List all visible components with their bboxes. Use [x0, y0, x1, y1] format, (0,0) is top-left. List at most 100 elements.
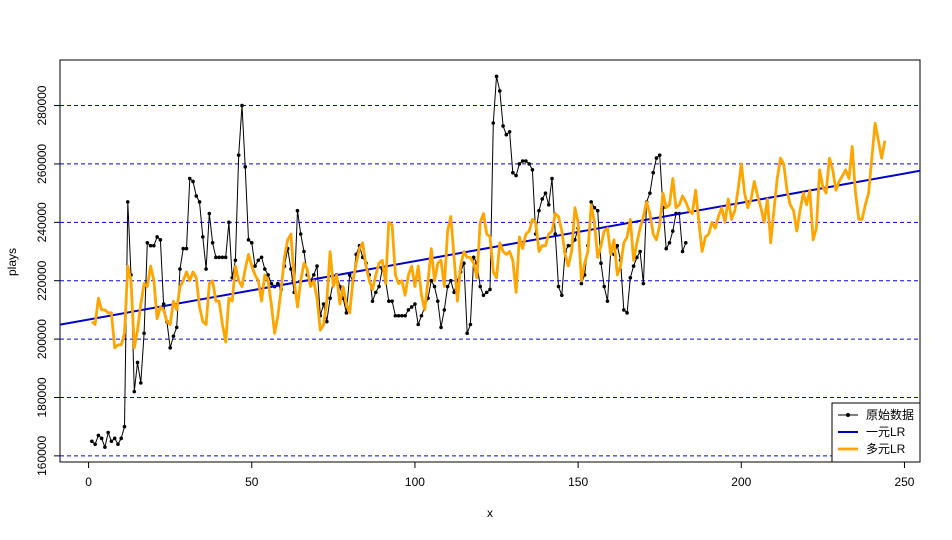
- data-point: [266, 273, 270, 277]
- data-point: [442, 308, 447, 312]
- data-point: [579, 281, 584, 286]
- data-point: [197, 200, 202, 204]
- data-point: [403, 313, 407, 318]
- data-point: [439, 325, 443, 330]
- data-point: [511, 170, 515, 175]
- data-point: [217, 255, 221, 260]
- plot-frame: [59, 59, 921, 463]
- data-point: [122, 424, 127, 429]
- data-point: [132, 389, 137, 394]
- data-point: [103, 445, 107, 449]
- data-point: [484, 290, 489, 295]
- data-point: [116, 442, 120, 446]
- data-point: [635, 255, 639, 260]
- data-point: [109, 439, 114, 444]
- data-point: [449, 278, 453, 283]
- data-point: [145, 240, 150, 245]
- data-point: [187, 176, 192, 181]
- data-point: [148, 243, 153, 248]
- data-point: [171, 334, 176, 338]
- data-point: [488, 287, 492, 292]
- legend-label: 一元LR: [866, 425, 906, 439]
- data-point: [599, 261, 603, 265]
- data-point: [416, 322, 421, 327]
- data-point: [236, 153, 241, 157]
- data-point: [481, 293, 486, 298]
- data-point: [207, 211, 212, 216]
- data-point: [524, 159, 528, 163]
- data-point: [504, 132, 509, 137]
- data-point: [589, 200, 593, 204]
- data-point: [240, 103, 244, 108]
- data-point: [387, 299, 391, 303]
- data-point: [390, 299, 394, 303]
- data-point: [269, 281, 274, 286]
- x-tick-label: 150: [568, 475, 588, 489]
- data-point: [556, 284, 561, 289]
- data-point: [445, 284, 450, 289]
- data-point: [429, 278, 434, 283]
- data-point: [419, 313, 424, 318]
- data-point: [530, 167, 535, 172]
- data-point: [184, 246, 189, 251]
- data-point: [256, 258, 261, 263]
- data-point: [119, 436, 124, 441]
- data-point: [452, 290, 456, 295]
- data-point: [602, 284, 607, 289]
- data-point: [106, 430, 110, 435]
- data-point: [546, 203, 551, 207]
- data-point: [259, 255, 264, 260]
- data-point: [494, 74, 499, 79]
- data-point: [155, 235, 159, 239]
- data-point: [566, 243, 571, 248]
- data-point: [243, 165, 248, 169]
- y-tick-label: 180000: [35, 377, 49, 417]
- data-point: [680, 249, 685, 254]
- x-tick-label: 100: [405, 475, 425, 489]
- data-point: [657, 153, 662, 157]
- data-point: [194, 194, 199, 198]
- data-point: [125, 200, 130, 204]
- data-point: [220, 255, 225, 260]
- data-point: [631, 264, 636, 268]
- data-point: [670, 229, 675, 233]
- data-point: [246, 238, 251, 242]
- data-point: [559, 293, 564, 298]
- data-point: [413, 302, 417, 306]
- data-point: [667, 240, 672, 245]
- data-point: [152, 243, 156, 248]
- data-point: [263, 267, 267, 271]
- legend-label: 原始数据: [866, 407, 914, 422]
- data-point: [517, 162, 522, 166]
- x-tick-label: 250: [894, 475, 914, 489]
- data-point: [204, 267, 208, 271]
- data-point: [311, 273, 316, 277]
- data-point: [684, 240, 688, 245]
- y-tick-label: 160000: [35, 436, 49, 476]
- data-point: [201, 235, 205, 239]
- data-point: [550, 176, 554, 181]
- data-point: [295, 208, 300, 213]
- data-point: [537, 208, 541, 213]
- data-point: [543, 191, 548, 195]
- data-point: [501, 124, 505, 128]
- data-point: [595, 208, 600, 213]
- data-point: [514, 173, 518, 178]
- data-point: [227, 220, 231, 225]
- data-point: [223, 255, 228, 260]
- data-point: [432, 284, 437, 289]
- data-point: [605, 299, 610, 303]
- data-point: [99, 436, 104, 441]
- data-point: [573, 238, 577, 242]
- legend-point: [846, 413, 850, 417]
- data-point: [158, 238, 163, 242]
- data-point: [465, 331, 469, 336]
- x-axis-label: x: [487, 506, 493, 520]
- data-point: [540, 197, 545, 201]
- plot-layer: [60, 74, 920, 449]
- x-tick-label: 50: [245, 475, 259, 489]
- data-point: [142, 331, 146, 336]
- data-point: [396, 313, 401, 318]
- data-point: [315, 264, 319, 268]
